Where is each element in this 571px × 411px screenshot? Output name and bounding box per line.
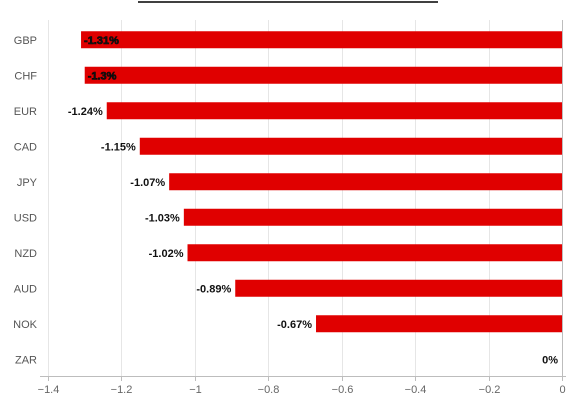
x-tick-label-5: −0.4 [405,384,427,396]
bar-gbp [81,31,563,49]
x-tick-label-2: −1 [189,384,202,396]
category-label-aud: AUD [14,283,37,295]
category-label-usd: USD [14,212,37,224]
category-label-jpy: JPY [17,177,38,189]
data-label-nok: -0.67% [277,319,312,331]
bar-nok [316,315,562,333]
category-labels: GBP CHF EUR CAD JPY USD NZD AUD NOK ZAR [13,35,38,367]
x-tick-label-0: −1.4 [38,384,60,396]
data-labels: -1.31% -1.3% -1.24% -1.15% -1.07% -1.03% -1.02… [68,34,558,366]
category-label-zar: ZAR [15,354,37,366]
data-label-usd: -1.03% [145,212,180,224]
data-label-aud: -0.89% [196,283,231,295]
category-label-eur: EUR [14,106,37,118]
bar-jpy [169,173,562,191]
bar-eur [106,102,562,120]
bar-nzd [187,244,562,262]
category-label-nzd: NZD [14,248,37,260]
data-label-cad: -1.15% [101,141,136,153]
data-label-gbp: -1.31% [84,35,119,47]
bars-layer [81,31,563,333]
category-label-nok: NOK [13,319,38,331]
x-tick-label-6: −0.2 [479,384,501,396]
bar-cad [139,137,563,155]
x-axis-ticks: −1.4 −1.2 −1 −0.8 −0.6 −0.4 −0.2 0 [38,376,566,396]
x-tick-label-7: 0 [559,384,565,396]
x-tick-label-3: −0.8 [258,384,280,396]
x-tick-label-1: −1.2 [111,384,133,396]
data-label-nzd: -1.02% [149,248,184,260]
category-label-chf: CHF [14,70,37,82]
data-label-chf: -1.3% [88,70,117,82]
data-label-jpy: -1.07% [130,177,165,189]
data-label-eur: -1.24% [68,106,103,118]
x-tick-label-4: −0.6 [332,384,354,396]
category-label-cad: CAD [14,141,37,153]
bar-usd [183,208,563,226]
bar-aud [235,279,562,297]
data-label-zar: 0% [542,354,558,366]
bar-chf [84,66,562,84]
category-label-gbp: GBP [14,35,37,47]
